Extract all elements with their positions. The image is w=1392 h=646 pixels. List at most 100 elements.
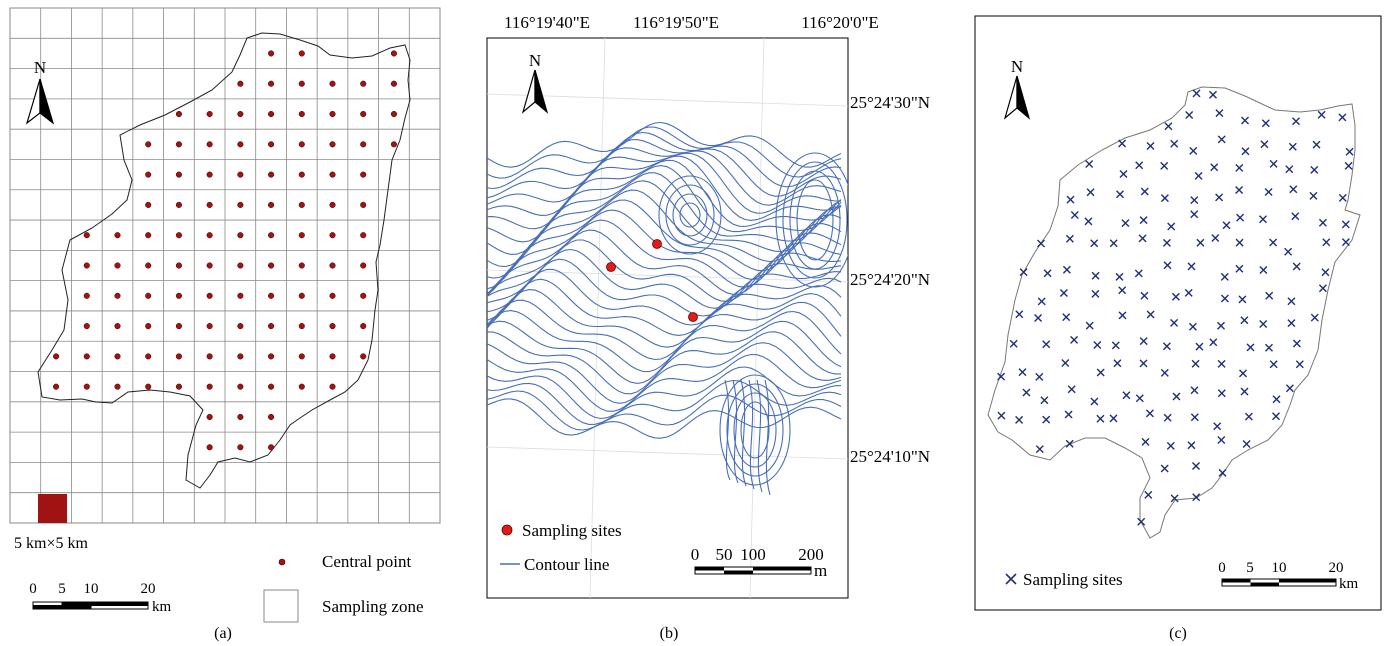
sampling-site-marker <box>1140 291 1149 300</box>
central-point <box>206 323 213 330</box>
sampling-site-marker <box>1093 341 1102 349</box>
central-point <box>175 110 182 118</box>
latitude-label: 25°24'10"N <box>850 447 930 466</box>
sampling-site-marker <box>1018 368 1027 377</box>
central-point <box>329 353 336 360</box>
sampling-site-marker <box>1163 261 1172 270</box>
cell-size-label: 5 km×5 km <box>14 535 88 552</box>
panel-a: N 5 km×5 km 0 5 10 20 km Central point S… <box>9 7 441 642</box>
central-point <box>175 232 182 239</box>
sampling-site-marker <box>1217 321 1225 330</box>
sampling-site-marker <box>1218 468 1227 477</box>
central-point <box>237 141 244 148</box>
scale-tick: 20 <box>141 581 156 597</box>
sampling-site-marker <box>1015 310 1024 319</box>
central-point <box>360 201 367 208</box>
sampling-site-marker <box>1220 272 1229 281</box>
sampling-site-marker <box>1166 441 1175 450</box>
central-point <box>298 201 305 208</box>
sampling-site-marker <box>1312 140 1321 149</box>
sampling-site-marker <box>1310 313 1319 322</box>
panel-b-caption: (b) <box>660 625 679 642</box>
central-point <box>390 110 397 118</box>
sampling-site-marker <box>1162 238 1171 247</box>
sampling-site-marker <box>1122 391 1131 400</box>
north-arrow-icon: N <box>25 58 55 125</box>
central-point <box>237 413 244 421</box>
central-point <box>145 232 152 239</box>
contour-line <box>487 258 842 317</box>
contour-ring <box>726 383 784 477</box>
central-point <box>145 201 152 208</box>
sampling-site-marker <box>1192 462 1200 470</box>
sampling-site-marker <box>1138 234 1147 243</box>
contour-line <box>487 147 842 206</box>
sampling-site-marker <box>606 262 616 272</box>
sampling-site-marker <box>1163 413 1172 422</box>
legend-sampling-site-marker <box>501 524 513 536</box>
central-point <box>145 383 152 390</box>
sampling-site-marker <box>1209 90 1217 99</box>
central-point <box>206 353 213 360</box>
scale-tick: 5 <box>58 581 66 597</box>
sampling-site-marker <box>1235 163 1244 172</box>
sampling-site-marker <box>1309 191 1318 200</box>
contour-line <box>487 199 842 296</box>
sampling-site-marker <box>1146 142 1155 150</box>
sampling-site-marker <box>1321 268 1330 277</box>
central-point <box>268 292 275 299</box>
sampling-site-marker <box>1292 117 1300 126</box>
sampling-site-marker <box>1090 239 1099 248</box>
central-point <box>53 353 60 360</box>
sampling-site-marker <box>1091 271 1100 280</box>
sampling-site-marker <box>1019 268 1028 277</box>
central-point <box>145 323 152 330</box>
contour-ring <box>782 161 848 279</box>
central-point <box>360 171 367 178</box>
legend-central-point-marker <box>278 558 286 566</box>
scale-tick: 100 <box>740 545 766 564</box>
sampling-site-marker <box>1042 415 1051 424</box>
sampling-site-marker <box>1285 165 1294 174</box>
sampling-site-marker <box>1217 135 1226 144</box>
sampling-site-marker <box>1242 440 1251 448</box>
sampling-site-marker <box>1341 238 1350 247</box>
sampling-site-marker <box>1116 190 1124 199</box>
sampling-site-marker <box>1109 414 1118 423</box>
sampling-site-marker <box>1192 89 1201 98</box>
sampling-site-marker <box>1141 437 1150 446</box>
central-point <box>83 292 90 299</box>
central-point <box>298 323 305 330</box>
sampling-site-marker <box>1034 314 1043 322</box>
sampling-site-marker <box>1344 161 1353 170</box>
sampling-site-marker <box>1085 160 1094 168</box>
sampling-site-marker <box>1292 262 1301 271</box>
sampling-site-marker <box>1213 422 1222 431</box>
sampling-site-marker <box>1194 171 1203 180</box>
sampling-site-marker <box>1240 387 1249 396</box>
sampling-site-marker <box>1185 111 1194 119</box>
central-point <box>298 141 305 148</box>
central-point <box>268 50 275 57</box>
central-point <box>298 292 305 299</box>
contour-line <box>487 366 842 420</box>
north-arrow-icon: N <box>1003 57 1031 120</box>
central-point <box>360 262 367 269</box>
central-point <box>268 171 275 178</box>
contour-ring <box>789 170 841 270</box>
central-point <box>268 262 275 269</box>
contour-line <box>487 152 842 216</box>
contour-ring <box>775 152 848 288</box>
sampling-site-marker <box>1118 139 1127 148</box>
central-point <box>329 292 336 299</box>
central-point <box>206 110 213 118</box>
sampling-site-marker <box>1241 147 1250 156</box>
contour-lines <box>487 121 848 496</box>
sampling-site-marker <box>1035 372 1044 381</box>
contour-ring <box>733 392 777 468</box>
sampling-site-marker <box>1040 396 1049 405</box>
legend-sampling-zone-swatch <box>263 589 299 623</box>
central-point <box>83 232 90 239</box>
central-point <box>268 383 275 390</box>
sampling-site-marker <box>1064 410 1073 419</box>
